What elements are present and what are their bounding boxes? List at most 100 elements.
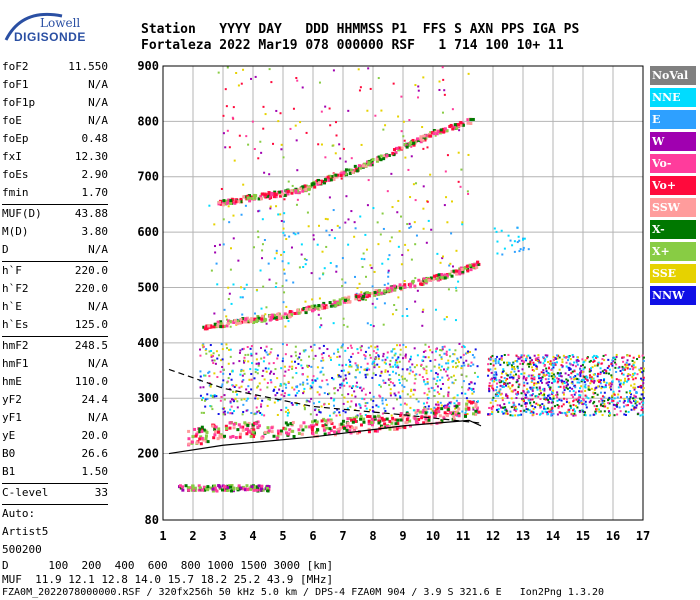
scatter-point bbox=[279, 398, 282, 401]
scatter-point bbox=[560, 364, 563, 367]
param-separator bbox=[2, 336, 108, 337]
scatter-point bbox=[318, 385, 321, 388]
scatter-point bbox=[297, 232, 300, 235]
scatter-point bbox=[542, 371, 545, 374]
scatter-point bbox=[428, 390, 431, 393]
param-value: 20.0 bbox=[81, 429, 109, 442]
scatter-point bbox=[280, 253, 283, 256]
scatter-point bbox=[630, 384, 633, 387]
scatter-point bbox=[339, 157, 342, 160]
scatter-point bbox=[226, 411, 229, 414]
scatter-point bbox=[551, 391, 554, 394]
trace-point bbox=[338, 423, 342, 427]
scatter-point bbox=[604, 353, 607, 356]
param-value: 248.5 bbox=[74, 339, 108, 352]
scatter-point bbox=[614, 366, 617, 369]
scatter-point bbox=[306, 364, 309, 367]
scatter-point bbox=[266, 386, 269, 389]
trace-point bbox=[433, 415, 437, 419]
trace-point bbox=[408, 424, 412, 428]
trace-point bbox=[409, 282, 413, 286]
scatter-point bbox=[322, 272, 325, 275]
logo-line1: Lowell bbox=[40, 16, 81, 30]
header-row2: Fortaleza 2022 Mar19 078 000000 RSF 1 71… bbox=[141, 38, 564, 53]
trace-point bbox=[270, 313, 274, 317]
scatter-point bbox=[238, 351, 241, 354]
scatter-point bbox=[199, 370, 202, 373]
scatter-point bbox=[508, 376, 511, 379]
scatter-point bbox=[274, 286, 277, 289]
scatter-point bbox=[364, 350, 367, 353]
scatter-point bbox=[199, 386, 202, 389]
scatter-point bbox=[381, 212, 384, 215]
trace-point bbox=[351, 170, 355, 174]
scatter-point bbox=[222, 243, 225, 246]
trace-point bbox=[424, 279, 428, 283]
scatter-point bbox=[343, 384, 346, 387]
trace-point bbox=[204, 486, 208, 490]
scatter-point bbox=[566, 387, 569, 390]
scatter-point bbox=[354, 362, 357, 365]
scatter-point bbox=[566, 414, 569, 417]
scatter-point bbox=[259, 388, 262, 391]
profile-line bbox=[168, 419, 482, 455]
scatter-point bbox=[342, 147, 345, 150]
scatter-point bbox=[389, 378, 392, 381]
trace-point bbox=[377, 419, 381, 423]
scatter-point bbox=[584, 389, 587, 392]
scatter-point bbox=[473, 356, 476, 359]
trace-point bbox=[434, 411, 438, 415]
scatter-point bbox=[249, 347, 252, 350]
scatter-point bbox=[597, 363, 600, 366]
scatter-point bbox=[224, 88, 227, 91]
scatter-point bbox=[282, 231, 285, 234]
scatter-point bbox=[316, 377, 319, 380]
scatter-point bbox=[424, 405, 427, 408]
trace-point bbox=[329, 304, 333, 308]
scatter-point bbox=[639, 371, 642, 374]
scatter-point bbox=[334, 152, 337, 155]
trace-point bbox=[264, 318, 268, 322]
trace-point bbox=[207, 324, 211, 328]
scatter-point bbox=[636, 400, 639, 403]
scatter-point bbox=[364, 404, 367, 407]
scatter-point bbox=[409, 225, 412, 228]
trace-point bbox=[439, 273, 443, 277]
scatter-point bbox=[592, 391, 595, 394]
scatter-point bbox=[579, 371, 582, 374]
scatter-point bbox=[642, 397, 645, 400]
scatter-point bbox=[630, 393, 633, 396]
scatter-point bbox=[201, 344, 204, 347]
scatter-point bbox=[354, 403, 357, 406]
scatter-point bbox=[287, 180, 290, 183]
param-name: B0 bbox=[2, 447, 16, 460]
param-name: foF1 bbox=[2, 78, 29, 91]
scatter-point bbox=[259, 269, 262, 272]
trace-point bbox=[269, 196, 273, 200]
scatter-point bbox=[629, 374, 632, 377]
scatter-point bbox=[578, 381, 581, 384]
scatter-point bbox=[608, 412, 611, 415]
scatter-point bbox=[203, 399, 206, 402]
scatter-point bbox=[455, 366, 458, 369]
scatter-point bbox=[342, 379, 345, 382]
scatter-point bbox=[465, 375, 468, 378]
scatter-point bbox=[603, 371, 606, 374]
scatter-point bbox=[449, 355, 452, 358]
scatter-point bbox=[284, 383, 287, 386]
scatter-point bbox=[220, 395, 223, 398]
scatter-point bbox=[456, 358, 459, 361]
trace-point bbox=[239, 197, 243, 201]
scatter-point bbox=[551, 401, 554, 404]
scatter-point bbox=[525, 408, 528, 411]
trace-point bbox=[343, 296, 347, 300]
scatter-point bbox=[354, 376, 357, 379]
scatter-point bbox=[241, 413, 244, 416]
trace-point bbox=[216, 437, 220, 441]
scatter-point bbox=[218, 243, 221, 246]
scatter-point bbox=[602, 379, 605, 382]
scatter-point bbox=[417, 89, 420, 92]
trace-point bbox=[299, 424, 303, 428]
scatter-point bbox=[443, 93, 446, 96]
